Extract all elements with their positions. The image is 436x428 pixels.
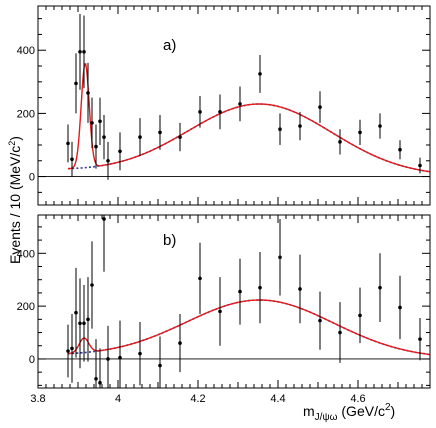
data-point <box>238 102 242 106</box>
data-point <box>358 313 362 318</box>
data-point <box>178 341 182 345</box>
x-tick-label: 4 <box>115 393 121 405</box>
data-point <box>82 50 86 54</box>
data-point <box>86 91 90 95</box>
data-point <box>74 310 78 315</box>
data-point <box>338 330 342 335</box>
data-point <box>118 355 122 360</box>
data-point <box>318 318 322 323</box>
data-point <box>98 119 102 124</box>
data-point <box>198 276 202 281</box>
data-point <box>90 283 94 287</box>
data-point <box>74 81 78 86</box>
data-point <box>398 147 402 152</box>
data-point <box>138 135 142 139</box>
panel-label: b) <box>163 232 176 249</box>
data-point <box>82 321 86 326</box>
y-tick-label: 0 <box>29 354 35 366</box>
data-point <box>102 217 106 221</box>
data-point <box>198 110 202 114</box>
data-point <box>298 287 302 291</box>
data-point <box>78 321 82 326</box>
data-point <box>338 140 342 144</box>
x-tick-label: 4.4 <box>270 393 285 405</box>
data-point <box>90 121 94 125</box>
plot-frame <box>37 5 431 206</box>
data-point <box>418 337 422 341</box>
data-point <box>94 144 98 149</box>
data-point <box>98 380 102 385</box>
data-point <box>218 110 222 114</box>
data-point <box>158 363 162 368</box>
data-point <box>278 127 282 131</box>
plot-frame <box>37 214 431 389</box>
y-tick-label: 400 <box>17 248 35 260</box>
data-point <box>94 376 98 381</box>
data-point <box>258 72 262 76</box>
y-tick-label: 400 <box>17 45 35 57</box>
data-point <box>66 141 70 146</box>
x-tick-label: 4.6 <box>350 393 365 405</box>
data-point <box>118 149 122 154</box>
data-point <box>178 135 182 139</box>
y-tick-label: 200 <box>17 108 35 120</box>
panel-a: 0 200 400 a) <box>17 5 431 206</box>
data-point <box>102 135 106 139</box>
data-point <box>86 317 90 322</box>
data-point <box>278 255 282 260</box>
data-point <box>138 351 142 356</box>
data-point <box>70 346 74 351</box>
data-point <box>418 163 422 168</box>
fit-curve <box>67 299 430 356</box>
panel-b: 0 200 400 3.8 4 4.2 4.4 4.6 b) <box>17 214 431 405</box>
y-axis-label-a: Events / 10 (MeV/c2) <box>7 136 23 264</box>
data-point <box>258 285 262 290</box>
data-point <box>66 349 70 353</box>
y-tick-label: 200 <box>17 301 35 313</box>
data-point <box>218 309 222 314</box>
data-point <box>318 105 322 109</box>
data-point <box>298 124 302 128</box>
data-point <box>78 50 82 54</box>
data-point <box>378 124 382 128</box>
data-point <box>106 357 110 361</box>
data-point <box>70 157 74 161</box>
data-point <box>358 130 362 135</box>
data-point <box>106 158 110 163</box>
data-point <box>238 289 242 294</box>
data-point <box>378 285 382 290</box>
data-point <box>158 130 162 135</box>
y-tick-label: 0 <box>29 172 35 184</box>
data-point <box>398 305 402 310</box>
x-tick-label: 3.8 <box>30 393 45 405</box>
panel-label: a) <box>163 37 176 54</box>
x-tick-label: 4.2 <box>190 393 205 405</box>
x-axis-label: mJ/ψω (GeV/c2) <box>303 402 395 423</box>
fit-curve <box>67 63 430 173</box>
